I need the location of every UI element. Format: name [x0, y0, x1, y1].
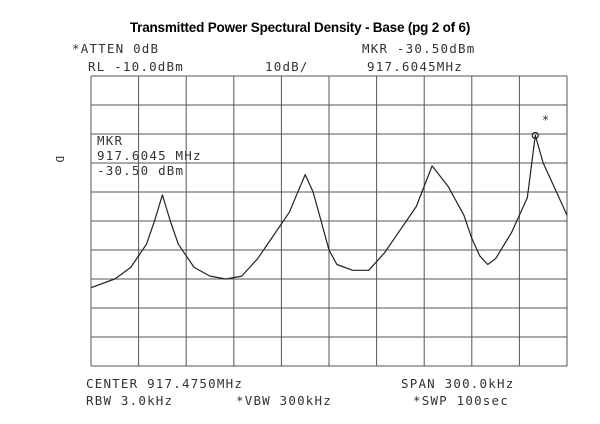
marker-layer — [531, 131, 539, 140]
chart-title: Transmitted Power Spectural Density - Ba… — [129, 20, 471, 35]
scale-readout: 10dB/ — [265, 59, 309, 74]
span-readout: SPAN 300.0kHz — [401, 376, 515, 391]
marker-symbol: * — [542, 113, 551, 127]
marker-level-readout: MKR -30.50dBm — [362, 41, 476, 56]
atten-readout: *ATTEN 0dB — [72, 41, 160, 56]
rbw-readout: RBW 3.0kHz — [86, 393, 174, 408]
marker-frequency-readout: 917.6045MHz — [367, 59, 463, 74]
center-frequency-readout: CENTER 917.4750MHz — [86, 376, 244, 391]
marker-box-frequency: 917.6045 MHz — [97, 148, 202, 163]
spectrum-trace — [90, 134, 568, 289]
reference-level-readout: RL -10.0dBm — [88, 59, 184, 74]
graticule-grid — [90, 75, 568, 367]
marker-box-level: -30.50 dBm — [97, 163, 185, 178]
sweep-readout: *SWP 100sec — [413, 393, 509, 408]
marker-box-title: MKR — [97, 133, 124, 148]
marker-point — [531, 131, 539, 140]
vbw-readout: *VBW 300kHz — [236, 393, 332, 408]
